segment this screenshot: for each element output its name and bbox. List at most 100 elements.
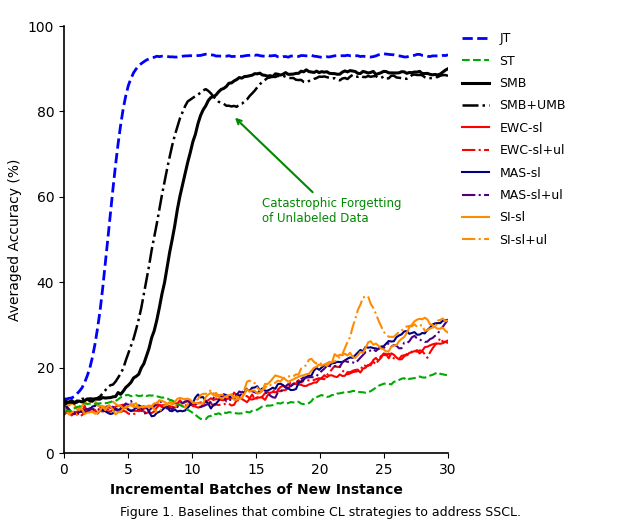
EWC-sl+ul [215, 402, 223, 408]
EWC-sl+ul [436, 335, 444, 341]
X-axis label: Incremental Batches of New Instance: Incremental Batches of New Instance [109, 482, 403, 497]
MAS-sl+ul [215, 392, 223, 399]
JT [276, 54, 284, 60]
Y-axis label: Averaged Accuracy (%): Averaged Accuracy (%) [8, 158, 22, 321]
SI-sl [328, 359, 336, 366]
EWC-sl+ul [189, 402, 196, 408]
ST [444, 372, 452, 378]
SI-sl+ul [189, 400, 196, 406]
EWC-sl [264, 389, 271, 395]
MAS-sl+ul [380, 345, 387, 351]
SI-sl [279, 375, 287, 381]
EWC-sl [60, 401, 68, 407]
Line: MAS-sl: MAS-sl [64, 320, 448, 416]
MAS-sl+ul [70, 411, 78, 417]
ST [380, 381, 387, 387]
JT [444, 52, 452, 58]
SMB [261, 72, 269, 79]
SI-sl+ul [279, 375, 287, 381]
Text: Figure 1. Baselines that combine CL strategies to address SSCL.: Figure 1. Baselines that combine CL stra… [120, 506, 520, 519]
EWC-sl [328, 372, 336, 378]
SI-sl+ul [264, 382, 271, 388]
SI-sl [421, 315, 429, 321]
SMB [186, 150, 194, 156]
SMB [444, 66, 452, 72]
EWC-sl [215, 396, 223, 403]
JT [212, 53, 220, 59]
SMB+UMB [380, 73, 387, 80]
MAS-sl [444, 317, 452, 323]
SI-sl+ul [328, 359, 336, 365]
SMB+UMB [264, 75, 271, 81]
ST [186, 408, 194, 414]
Line: EWC-sl: EWC-sl [64, 341, 448, 415]
JT [377, 52, 385, 58]
Line: ST: ST [64, 373, 448, 419]
Line: SI-sl+ul: SI-sl+ul [64, 296, 448, 415]
EWC-sl+ul [76, 413, 83, 419]
SI-sl+ul [73, 412, 81, 418]
MAS-sl [189, 400, 196, 406]
ST [215, 410, 223, 416]
MAS-sl+ul [279, 386, 287, 392]
Line: SI-sl: SI-sl [64, 318, 448, 414]
MAS-sl+ul [444, 317, 452, 323]
SMB [212, 92, 220, 98]
SI-sl+ul [215, 392, 223, 399]
Text: Catastrophic Forgetting
of Unlabeled Data: Catastrophic Forgetting of Unlabeled Dat… [237, 119, 402, 225]
SMB [60, 401, 68, 407]
SI-sl [444, 329, 452, 336]
EWC-sl+ul [279, 382, 287, 389]
SMB+UMB [189, 95, 196, 101]
SMB+UMB [215, 98, 223, 105]
Line: MAS-sl+ul: MAS-sl+ul [64, 320, 448, 414]
SMB+UMB [444, 72, 452, 79]
JT [261, 53, 269, 59]
SI-sl [264, 381, 271, 387]
SI-sl [112, 411, 120, 417]
MAS-sl [380, 343, 387, 350]
SMB [276, 72, 284, 78]
SI-sl+ul [444, 317, 452, 324]
MAS-sl+ul [60, 407, 68, 414]
EWC-sl+ul [380, 352, 387, 358]
MAS-sl+ul [264, 389, 271, 395]
ST [279, 399, 287, 405]
SMB [377, 70, 385, 76]
MAS-sl [264, 388, 271, 394]
SMB+UMB [328, 76, 336, 82]
EWC-sl+ul [60, 412, 68, 418]
JT [60, 396, 68, 402]
MAS-sl [215, 398, 223, 404]
SI-sl [215, 393, 223, 400]
Line: SMB+UMB: SMB+UMB [64, 75, 448, 403]
SMB+UMB [68, 400, 76, 406]
MAS-sl+ul [189, 402, 196, 408]
JT [326, 54, 333, 60]
EWC-sl [380, 350, 387, 356]
SI-sl+ul [382, 332, 390, 338]
SI-sl [380, 346, 387, 352]
MAS-sl [328, 360, 336, 366]
MAS-sl+ul [328, 363, 336, 369]
ST [202, 416, 209, 423]
EWC-sl [279, 387, 287, 393]
EWC-sl [189, 403, 196, 409]
EWC-sl [444, 338, 452, 344]
EWC-sl+ul [328, 366, 336, 373]
SMB+UMB [60, 396, 68, 402]
ST [264, 402, 271, 408]
MAS-sl [279, 382, 287, 388]
ST [60, 409, 68, 415]
Line: EWC-sl+ul: EWC-sl+ul [64, 338, 448, 416]
JT [186, 53, 194, 59]
MAS-sl [148, 413, 156, 419]
SMB+UMB [411, 71, 419, 78]
SI-sl+ul [60, 406, 68, 413]
SMB+UMB [279, 72, 287, 79]
Line: SMB: SMB [64, 69, 448, 404]
ST [434, 369, 442, 376]
EWC-sl+ul [264, 392, 271, 399]
Legend: JT, ST, SMB, SMB+UMB, EWC-sl, EWC-sl+ul, MAS-sl, MAS-sl+ul, SI-sl, SI-sl+ul: JT, ST, SMB, SMB+UMB, EWC-sl, EWC-sl+ul,… [462, 32, 566, 246]
SMB [326, 70, 333, 77]
